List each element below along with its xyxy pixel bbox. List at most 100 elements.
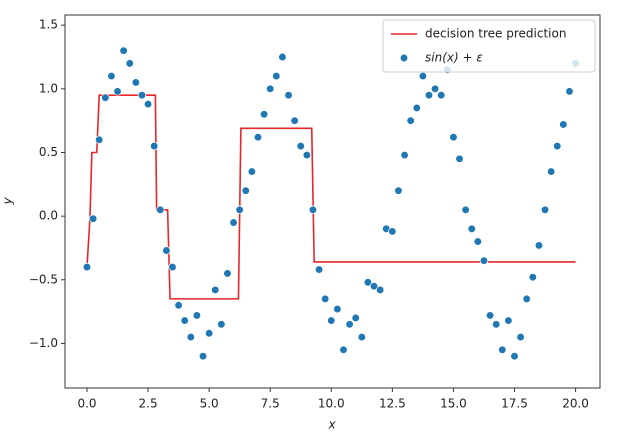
scatter-point [394, 186, 403, 195]
y-axis-title: y [1, 197, 15, 206]
scatter-point [565, 87, 574, 96]
scatter-point [119, 46, 128, 55]
scatter-point [485, 311, 495, 320]
scatter-point [449, 133, 458, 142]
scatter-point [247, 167, 257, 176]
scatter-point [88, 214, 98, 223]
scatter-point [375, 285, 385, 295]
legend-marker [399, 53, 409, 63]
x-tick-label: 20.0 [562, 397, 589, 411]
scatter-point [559, 120, 568, 129]
scatter-point [339, 345, 348, 354]
scatter-point [180, 316, 189, 325]
scatter-point [156, 205, 165, 214]
scatter-point [437, 91, 446, 100]
scatter-point [492, 320, 501, 329]
scatter-point [204, 329, 214, 338]
scatter-point [278, 52, 287, 62]
scatter-point [553, 141, 562, 151]
scatter-point [345, 320, 354, 329]
scatter-point [290, 116, 299, 125]
y-tick-label: 1.5 [39, 18, 58, 32]
x-tick-label: 5.0 [200, 397, 219, 411]
legend-label: decision tree prediction [425, 27, 566, 41]
x-tick-label: 15.0 [440, 397, 467, 411]
scatter-point [211, 285, 220, 295]
scatter-point [259, 110, 269, 119]
scatter-point [241, 186, 250, 195]
scatter-point [107, 71, 116, 81]
scatter-point [192, 311, 202, 320]
scatter-point [412, 103, 421, 113]
scatter-point [357, 332, 366, 342]
scatter-point [321, 294, 330, 304]
scatter-point [186, 332, 195, 342]
scatter-point [174, 301, 183, 310]
x-tick-label: 0.0 [77, 397, 96, 411]
scatter-point [424, 91, 434, 100]
scatter-point [235, 205, 244, 214]
scatter-point [217, 320, 226, 329]
y-tick-label: −1.0 [29, 336, 58, 350]
scatter-point [131, 78, 140, 87]
scatter-point [473, 237, 483, 246]
scatter-point [150, 141, 159, 151]
scatter-point [143, 99, 153, 109]
scatter-point [516, 332, 525, 342]
scatter-point [223, 269, 232, 278]
scatter-point [113, 87, 122, 96]
scatter-point [479, 256, 489, 265]
scatter-point [540, 205, 550, 214]
y-tick-label: −0.5 [29, 272, 58, 286]
y-tick-label: 0.5 [39, 145, 58, 159]
scatter-point [369, 282, 379, 291]
scatter-point [284, 91, 293, 100]
scatter-point [400, 150, 409, 160]
scatter-point [522, 294, 531, 304]
scatter-point [302, 150, 311, 160]
scatter-point [528, 273, 537, 282]
y-tick-label: 0.0 [39, 209, 58, 223]
scatter-point [467, 224, 476, 234]
x-tick-label: 7.5 [261, 397, 280, 411]
legend-box [382, 19, 596, 73]
scatter-point [95, 135, 104, 144]
legend: decision tree prediction sin(x) + ε [382, 19, 596, 73]
scatter-point [125, 59, 134, 68]
scatter-point [327, 316, 336, 325]
scatter-point [162, 246, 171, 255]
scatter-point [510, 352, 519, 361]
scatter-point [82, 262, 92, 272]
scatter-point [406, 116, 415, 125]
scatter-point [229, 218, 238, 227]
x-tick-label: 12.5 [379, 397, 406, 411]
y-tick-label: 1.0 [39, 81, 58, 95]
scatter-point [498, 345, 507, 354]
x-tick-label: 17.5 [501, 397, 528, 411]
scatter-point [546, 167, 556, 176]
scatter-point [266, 84, 275, 93]
scatter-point [504, 316, 513, 325]
scatter-point [430, 84, 440, 93]
x-tick-label: 10.0 [318, 397, 345, 411]
scatter-point [137, 91, 147, 100]
scatter-point [296, 141, 305, 151]
scatter-point [351, 313, 360, 323]
scatter-point [461, 205, 470, 214]
scatter-point [272, 71, 281, 81]
scatter-point [314, 265, 324, 274]
scatter-point [101, 93, 110, 102]
scatter-point [198, 352, 208, 361]
legend-label: sin(x) + ε [425, 51, 483, 65]
scatter-point [168, 262, 177, 272]
plot-area [64, 14, 601, 389]
scatter-point [534, 241, 544, 250]
scatter-point [388, 227, 397, 236]
scatter-point [253, 133, 263, 142]
scatter-point [418, 71, 428, 81]
x-tick-label: 2.5 [139, 397, 158, 411]
scatter-point [308, 205, 318, 214]
x-axis-title: x [327, 418, 336, 432]
scatter-point [333, 304, 342, 314]
